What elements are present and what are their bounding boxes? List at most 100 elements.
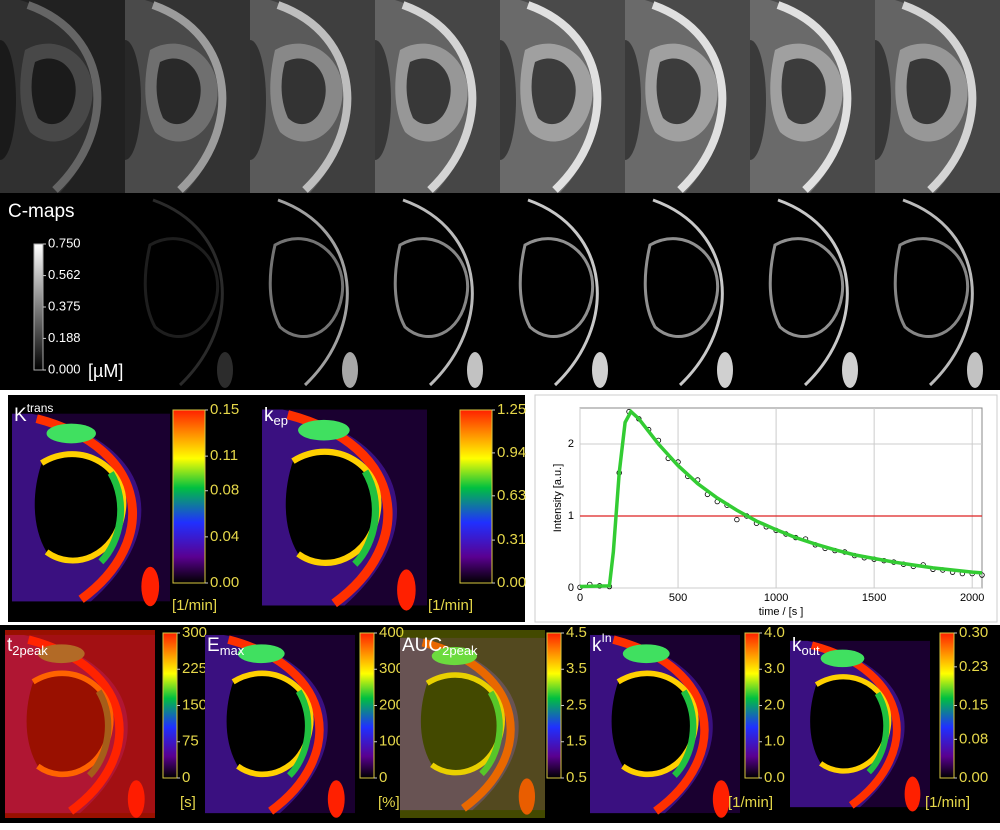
- colorbar-label: 0.0: [764, 769, 785, 786]
- map-tint: [5, 630, 155, 818]
- colorbar-label: 0.11: [210, 447, 238, 464]
- map-symbol: k: [592, 635, 602, 656]
- parameter-map: [790, 641, 930, 812]
- colorbar-label: 1.0: [764, 733, 785, 750]
- x-tick-label: 0: [577, 592, 583, 604]
- colorbar: [546, 632, 562, 779]
- map-title: kout: [792, 635, 820, 658]
- map-title: Emax: [207, 635, 245, 658]
- map-superscript: In: [602, 631, 612, 645]
- fit-curve: [579, 408, 983, 589]
- colorbar: [33, 243, 44, 371]
- map-unit: [1/min]: [728, 794, 773, 811]
- colorbar: [359, 632, 375, 779]
- x-tick-label: 500: [669, 592, 687, 604]
- map-title: kep: [264, 405, 288, 428]
- colorbar-label: 2.0: [764, 696, 785, 713]
- map-unit: [1/min]: [428, 597, 473, 614]
- colorbar-label: 2.5: [566, 696, 587, 713]
- colorbar-label: 0.562: [48, 267, 81, 282]
- colorbar-label: 0.15: [210, 401, 239, 418]
- map-title: kIn: [592, 631, 612, 656]
- colorbar: [744, 632, 760, 779]
- colorbar-label: 4.0: [764, 624, 785, 641]
- map-subscript: 2peak: [12, 643, 48, 658]
- y-tick-label: 2: [568, 438, 574, 450]
- x-tick-label: 1500: [862, 592, 886, 604]
- map-symbol: K: [14, 405, 27, 426]
- x-tick-label: 1000: [764, 592, 788, 604]
- mri-shade: [875, 0, 1000, 193]
- colorbar-label: 0.000: [48, 361, 81, 376]
- parameter-map: [590, 635, 740, 818]
- colorbar-label: 100: [379, 733, 404, 750]
- colorbar-label: 400: [379, 624, 404, 641]
- colorbar-label: 0: [182, 769, 190, 786]
- colorbar-label: 1.5: [566, 733, 587, 750]
- map-unit: [1/min]: [172, 597, 217, 614]
- colorbar-label: 3.5: [566, 660, 587, 677]
- colorbar-label: 0.08: [210, 482, 239, 499]
- map-symbol: k: [792, 635, 802, 656]
- c-map-shade: [375, 195, 500, 388]
- colorbar-label: 0.04: [210, 528, 239, 545]
- colorbar-label: 0.94: [497, 444, 526, 461]
- colorbar-label: 300: [182, 624, 207, 641]
- map-symbol: k: [264, 405, 274, 426]
- c-maps-label: C-maps: [8, 201, 75, 222]
- data-point: [734, 516, 740, 523]
- map-unit: [1/min]: [925, 794, 970, 811]
- colorbar-label: 3.0: [764, 660, 785, 677]
- colorbar-label: 75: [182, 733, 199, 750]
- parameter-map: [12, 414, 170, 607]
- map-unit: [%]: [378, 794, 400, 811]
- colorbar: [162, 632, 178, 779]
- colorbar-label: 0.63: [497, 487, 526, 504]
- colorbar-label: 0.375: [48, 298, 81, 313]
- map-symbol: E: [207, 635, 220, 656]
- mri-shade: [375, 0, 500, 193]
- colorbar-label: 0.31: [497, 531, 526, 548]
- colorbar-label: 0.188: [48, 330, 81, 345]
- colorbar-label: 0.30: [959, 624, 988, 641]
- c-map-shade: [125, 195, 250, 388]
- colorbar-label: 0.08: [959, 730, 988, 747]
- map-subscript: ep: [274, 413, 288, 428]
- mri-shade: [0, 0, 125, 193]
- colorbar: [939, 632, 955, 779]
- colorbar-label: 0.23: [959, 658, 988, 675]
- c-map-shade: [875, 195, 1000, 388]
- map-subscript: out: [802, 643, 820, 658]
- colorbar-label: 0.15: [959, 696, 988, 713]
- colorbar-label: 200: [379, 696, 404, 713]
- mri-series: 0.750 0.562 0.375 0.188 0.000 [µM]: [0, 0, 1000, 388]
- map-symbol: t: [7, 635, 13, 656]
- colorbar: [459, 409, 493, 584]
- colorbar-label: 150: [182, 696, 207, 713]
- y-tick-label: 0: [568, 582, 574, 594]
- colorbar-label: 1.25: [497, 401, 526, 418]
- parameter-map: [262, 410, 427, 611]
- map-symbol: AUC: [402, 635, 442, 656]
- map-title: Ktrans: [14, 401, 53, 426]
- map-tint: [400, 630, 545, 818]
- intensity-chart: 0 500 1000 1500 2000 0 1 2 time / [s ] Intensity …: [552, 407, 985, 618]
- colorbar-label: 0.00: [497, 574, 526, 591]
- map-unit: [s]: [180, 794, 196, 811]
- map-superscript: trans: [27, 401, 54, 415]
- plot-area: [579, 407, 983, 589]
- colorbar-label: 0.5: [566, 769, 587, 786]
- map-title: t2peak: [7, 635, 48, 658]
- y-axis-label: Intensity [a.u.]: [552, 464, 564, 532]
- colorbar-label: 4.5: [566, 624, 587, 641]
- x-tick-label: 2000: [960, 592, 984, 604]
- parameter-map: [205, 635, 355, 818]
- y-tick-label: 1: [568, 510, 574, 522]
- colorbar-label: 0: [379, 769, 387, 786]
- colorbar-label: 0.750: [48, 235, 81, 250]
- colorbar-label: 0.00: [210, 574, 239, 591]
- maps: Ktrans 0.150.110.080.040.00[1/min]kep1.25…: [5, 401, 988, 818]
- mri-shade: [125, 0, 250, 193]
